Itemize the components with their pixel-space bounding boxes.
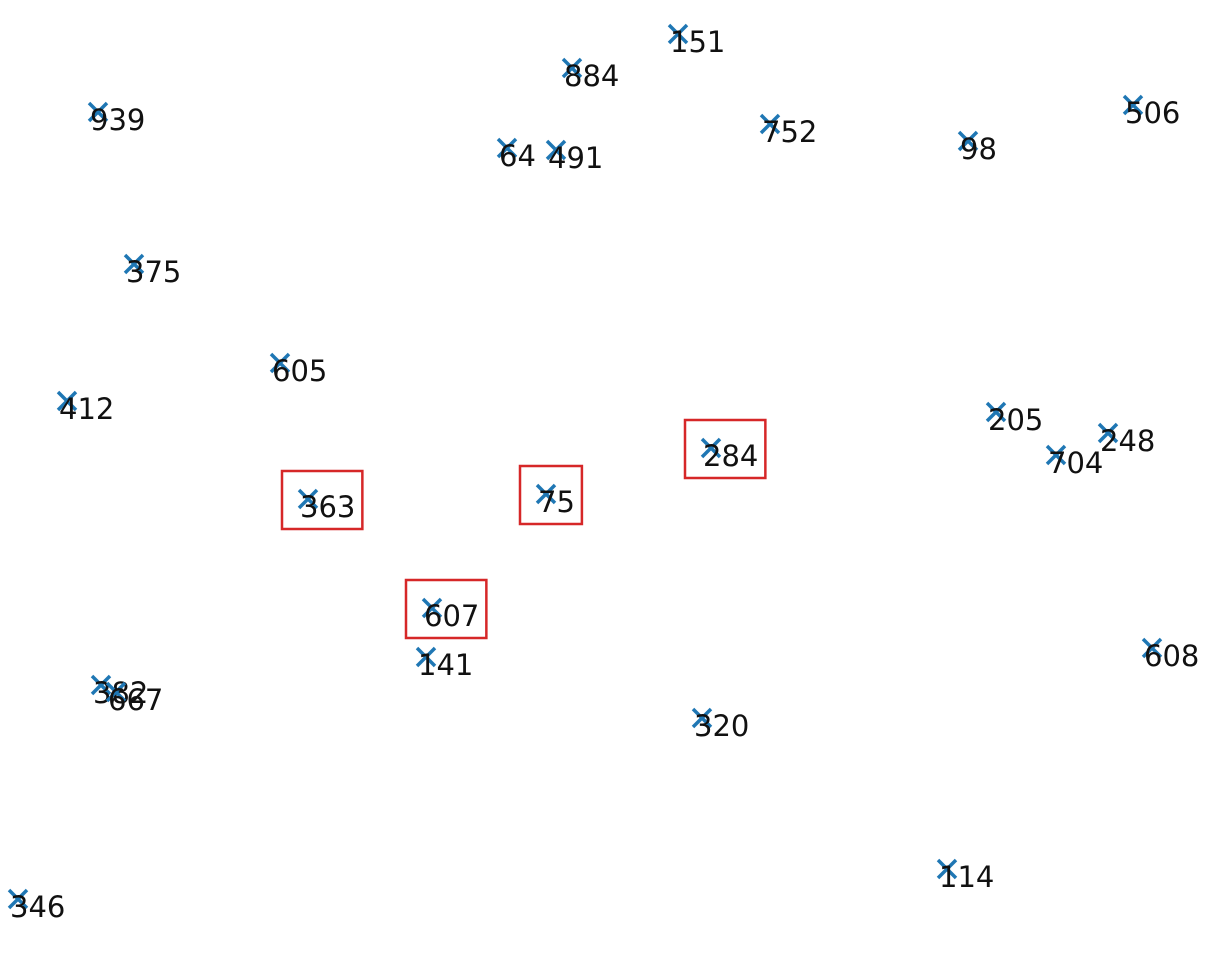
x-marker: [700, 437, 722, 459]
point-141: 141: [415, 646, 473, 682]
point-284: 284: [683, 418, 767, 480]
point-667: 667: [105, 681, 163, 717]
point-label: 248: [1100, 424, 1155, 458]
point-label: 704: [1048, 446, 1103, 480]
point-label: 605: [272, 354, 327, 388]
point-704: 704: [1045, 444, 1103, 480]
x-marker: [269, 352, 291, 374]
x-marker: [561, 57, 583, 79]
point-151: 151: [667, 23, 725, 59]
x-marker: [496, 137, 518, 159]
point-114: 114: [936, 858, 994, 894]
point-label: 114: [939, 860, 994, 894]
point-label: 382: [93, 676, 148, 710]
point-752: 752: [759, 113, 817, 149]
x-marker: [297, 488, 319, 510]
point-939: 939: [87, 101, 145, 137]
point-607: 607: [404, 578, 488, 640]
point-label: 752: [762, 115, 817, 149]
x-marker: [87, 101, 109, 123]
point-346: 346: [7, 888, 65, 924]
x-marker: [535, 483, 557, 505]
x-marker: [936, 858, 958, 880]
point-491: 491: [545, 139, 603, 175]
point-605: 605: [269, 352, 327, 388]
point-label: 75: [538, 485, 575, 519]
x-marker: [7, 888, 29, 910]
x-marker: [759, 113, 781, 135]
highlight-box: [683, 418, 767, 480]
x-marker: [1122, 94, 1144, 116]
highlight-box: [518, 464, 584, 526]
point-320: 320: [691, 707, 749, 743]
x-marker: [56, 390, 78, 412]
point-label: 491: [548, 141, 603, 175]
point-248: 248: [1097, 422, 1155, 458]
highlight-box: [280, 469, 364, 531]
point-label: 412: [59, 392, 114, 426]
point-label: 506: [1125, 96, 1180, 130]
x-marker: [1097, 422, 1119, 444]
point-label: 884: [564, 59, 619, 93]
point-412: 412: [56, 390, 114, 426]
x-marker: [1045, 444, 1067, 466]
point-label: 98: [960, 132, 997, 166]
x-marker: [985, 401, 1007, 423]
x-marker: [957, 130, 979, 152]
x-marker: [545, 139, 567, 161]
x-marker: [415, 646, 437, 668]
point-label: 667: [108, 683, 163, 717]
point-label: 284: [703, 439, 758, 473]
x-marker: [1141, 637, 1163, 659]
point-label: 375: [126, 255, 181, 289]
point-382: 382: [90, 674, 148, 710]
point-75: 75: [518, 464, 584, 526]
x-marker: [667, 23, 689, 45]
point-205: 205: [985, 401, 1043, 437]
x-marker: [90, 674, 112, 696]
x-marker: [691, 707, 713, 729]
point-label: 939: [90, 103, 145, 137]
point-label: 151: [670, 25, 725, 59]
point-884: 884: [561, 57, 619, 93]
x-marker: [421, 597, 443, 619]
point-label: 64: [499, 139, 536, 173]
point-label: 320: [694, 709, 749, 743]
x-marker: [105, 681, 127, 703]
point-98: 98: [957, 130, 997, 166]
point-363: 363: [280, 469, 364, 531]
point-label: 141: [418, 648, 473, 682]
point-506: 506: [1122, 94, 1180, 130]
point-608: 608: [1141, 637, 1199, 673]
point-label: 363: [300, 490, 355, 524]
point-375: 375: [123, 253, 181, 289]
point-label: 205: [988, 403, 1043, 437]
point-64: 64: [496, 137, 536, 173]
point-label: 607: [424, 599, 479, 633]
x-marker: [123, 253, 145, 275]
highlight-box: [404, 578, 488, 640]
point-label: 346: [10, 890, 65, 924]
point-label: 608: [1144, 639, 1199, 673]
